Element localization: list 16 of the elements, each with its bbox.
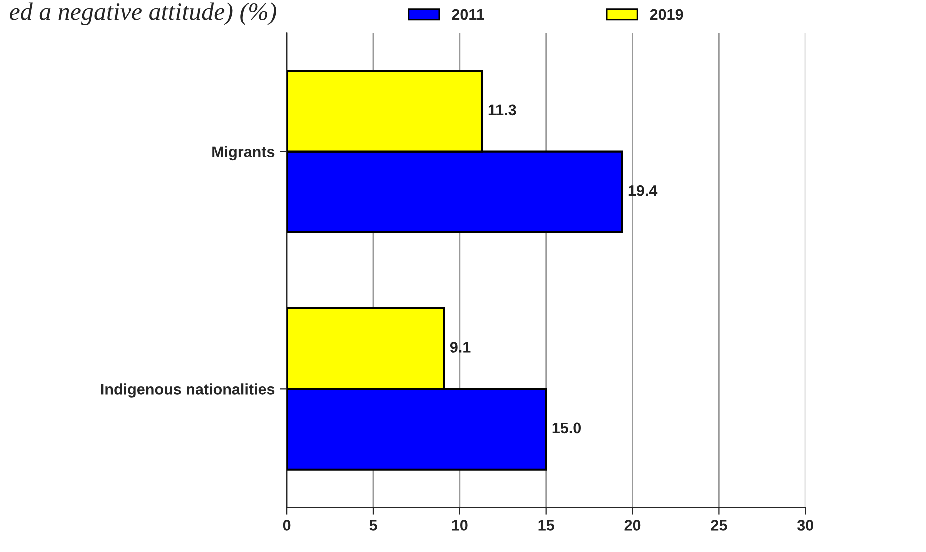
data-label: 15.0 — [552, 422, 582, 434]
data-label: 9.1 — [450, 342, 471, 353]
y-tick-label: Indigenous nationalities — [101, 384, 275, 398]
legend-label: 2019 — [650, 9, 684, 20]
x-tick-label: 5 — [370, 520, 378, 531]
x-tick-label: 0 — [283, 520, 291, 531]
data-label: 19.4 — [628, 185, 658, 196]
x-tick-label: 30 — [797, 520, 814, 531]
x-tick-label: 10 — [452, 520, 468, 531]
legend-label: 2011 — [452, 9, 484, 20]
chart-title: ed a negative attitude) (%) — [10, 2, 276, 26]
x-tick-label: 15 — [538, 520, 554, 531]
x-tick-label: 20 — [624, 520, 641, 531]
y-tick-label: Migrants — [212, 146, 275, 161]
x-tick-label: 25 — [711, 520, 728, 531]
data-label: 11.3 — [488, 104, 516, 116]
